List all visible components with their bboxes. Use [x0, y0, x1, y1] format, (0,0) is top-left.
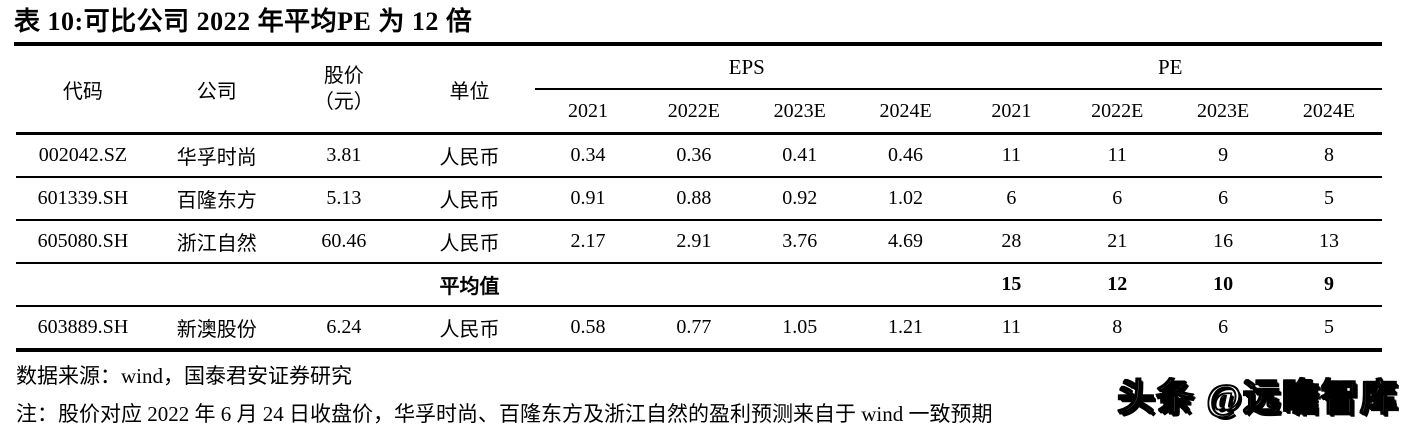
table-title: 表 10:可比公司 2022 年平均PE 为 12 倍 [14, 7, 473, 36]
header-eps-2021: 2021 [535, 89, 641, 135]
cell-eps-2023e: 1.05 [782, 316, 818, 338]
cell-code: 605080.SH [37, 230, 129, 252]
cell-pe-2024e: 5 [1324, 316, 1335, 338]
header-code: 代码 [16, 46, 150, 135]
empty-cell [853, 263, 959, 306]
empty-cell [535, 263, 641, 306]
header-pe-2023e: 2023E [1170, 89, 1277, 135]
cell-eps-2021: 0.91 [570, 187, 606, 209]
cell-pe-2021: 6 [1006, 187, 1017, 209]
header-group-row: 代码 公司 股价 （元） 单位 EPS PE [16, 46, 1382, 135]
cell-eps-2021: 0.58 [570, 316, 606, 338]
header-pe-2021: 2021 [958, 89, 1065, 135]
header-eps-2022e: 2022E [640, 89, 747, 135]
price-note: 注：股价对应 2022 年 6 月 24 日收盘价，华孚时尚、百隆东方及浙江自然… [16, 402, 993, 426]
header-eps-group: EPS [535, 46, 959, 90]
average-pe-2023e: 10 [1213, 273, 1234, 295]
cell-pe-2024e: 13 [1319, 230, 1340, 252]
cell-pe-2023e: 9 [1218, 144, 1229, 166]
table-row-zhejiang: 605080.SH 浙江自然 60.46 人民币 2.17 2.91 3.76 … [16, 220, 1382, 263]
cell-price: 3.81 [326, 144, 362, 166]
header-price-line1: 股价 [323, 65, 364, 87]
cell-eps-2023e: 3.76 [782, 230, 818, 252]
cell-company: 浙江自然 [176, 233, 257, 255]
cell-code: 601339.SH [37, 187, 129, 209]
cell-price: 6.24 [326, 316, 362, 338]
average-pe-2021: 15 [1001, 273, 1022, 295]
empty-cell [150, 263, 284, 306]
cell-eps-2023e: 0.92 [782, 187, 818, 209]
empty-cell [641, 263, 747, 306]
cell-pe-2024e: 5 [1324, 187, 1335, 209]
cell-eps-2022e: 0.77 [676, 316, 712, 338]
cell-pe-2021: 28 [1001, 230, 1022, 252]
header-year-row: 2021 2022E 2023E 2024E 2021 2022E 2023E … [16, 89, 1382, 135]
comparable-companies-table: 代码 公司 股价 （元） 单位 EPS PE 2021 2022E 2023E … [16, 46, 1382, 352]
header-pe-group: PE [958, 46, 1382, 90]
header-company: 公司 [149, 46, 284, 135]
empty-cell [747, 263, 853, 306]
table-row-bailong: 601339.SH 百隆东方 5.13 人民币 0.91 0.88 0.92 1… [16, 177, 1382, 220]
cell-eps-2022e: 0.88 [676, 187, 712, 209]
cell-eps-2021: 2.17 [570, 230, 606, 252]
cell-unit: 人民币 [439, 319, 500, 341]
cell-pe-2021: 11 [1001, 144, 1022, 166]
cell-pe-2021: 11 [1001, 316, 1022, 338]
cell-eps-2024e: 0.46 [888, 144, 924, 166]
empty-cell [284, 263, 404, 306]
cell-company: 百隆东方 [176, 190, 257, 212]
cell-eps-2022e: 2.91 [676, 230, 712, 252]
cell-code: 002042.SZ [38, 144, 128, 166]
average-pe-2022e: 12 [1107, 273, 1128, 295]
cell-company: 华孚时尚 [176, 147, 257, 169]
cell-eps-2024e: 1.02 [888, 187, 924, 209]
toutiao-watermark: 头条 @远瞻智库 [1117, 377, 1399, 420]
header-eps-2024e: 2024E [852, 89, 959, 135]
cell-code: 603889.SH [37, 316, 129, 338]
cell-eps-2024e: 4.69 [888, 230, 924, 252]
data-source-note: 数据来源：wind，国泰君安证券研究 [16, 364, 352, 388]
cell-eps-2022e: 0.36 [676, 144, 712, 166]
cell-unit: 人民币 [439, 190, 500, 212]
cell-eps-2021: 0.34 [570, 144, 606, 166]
header-pe-2024e: 2024E [1276, 89, 1382, 135]
cell-pe-2022e: 21 [1107, 230, 1128, 252]
title-rule [14, 42, 1382, 46]
cell-pe-2023e: 6 [1218, 316, 1229, 338]
cell-pe-2023e: 16 [1213, 230, 1234, 252]
table-row-xinao: 603889.SH 新澳股份 6.24 人民币 0.58 0.77 1.05 1… [16, 306, 1382, 350]
cell-unit: 人民币 [439, 147, 500, 169]
cell-pe-2022e: 11 [1107, 144, 1127, 166]
header-pe-2022e: 2022E [1064, 89, 1171, 135]
cell-company: 新澳股份 [176, 319, 257, 341]
table-row-huafu: 002042.SZ 华孚时尚 3.81 人民币 0.34 0.36 0.41 0… [16, 134, 1382, 177]
cell-unit: 人民币 [439, 233, 500, 255]
cell-price: 60.46 [321, 230, 367, 252]
cell-price: 5.13 [326, 187, 362, 209]
cell-pe-2023e: 6 [1218, 187, 1229, 209]
average-label: 平均值 [439, 276, 500, 298]
average-pe-2024e: 9 [1324, 273, 1335, 295]
header-unit: 单位 [403, 46, 536, 135]
header-price: 股价 （元） [283, 46, 404, 135]
cell-eps-2023e: 0.41 [782, 144, 818, 166]
cell-eps-2024e: 1.21 [888, 316, 924, 338]
average-row: 平均值 15 12 10 9 [16, 263, 1382, 306]
empty-cell [16, 263, 150, 306]
cell-pe-2022e: 6 [1112, 187, 1123, 209]
cell-pe-2024e: 8 [1324, 144, 1335, 166]
header-eps-2023e: 2023E [746, 89, 853, 135]
header-price-line2: （元） [313, 91, 374, 113]
cell-pe-2022e: 8 [1112, 316, 1123, 338]
